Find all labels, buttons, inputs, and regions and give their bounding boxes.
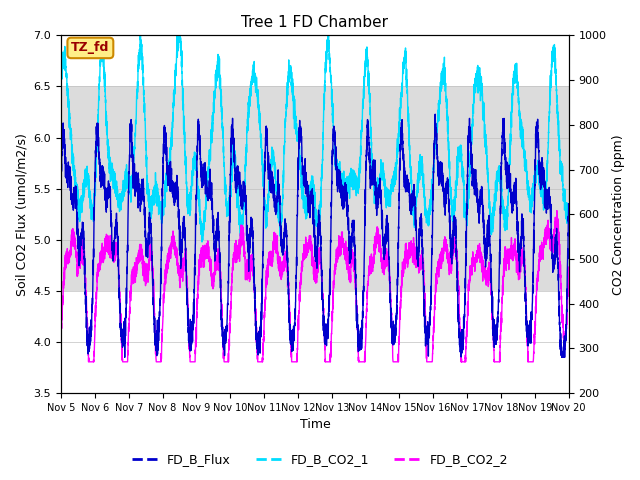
Legend: FD_B_Flux, FD_B_CO2_1, FD_B_CO2_2: FD_B_Flux, FD_B_CO2_1, FD_B_CO2_2 <box>127 448 513 471</box>
Bar <box>61 86 569 291</box>
Title: Tree 1 FD Chamber: Tree 1 FD Chamber <box>241 15 388 30</box>
Y-axis label: Soil CO2 Flux (umol/m2/s): Soil CO2 Flux (umol/m2/s) <box>15 133 28 296</box>
Y-axis label: CO2 Concentration (ppm): CO2 Concentration (ppm) <box>612 134 625 295</box>
Text: TZ_fd: TZ_fd <box>71 41 109 54</box>
X-axis label: Time: Time <box>300 419 330 432</box>
